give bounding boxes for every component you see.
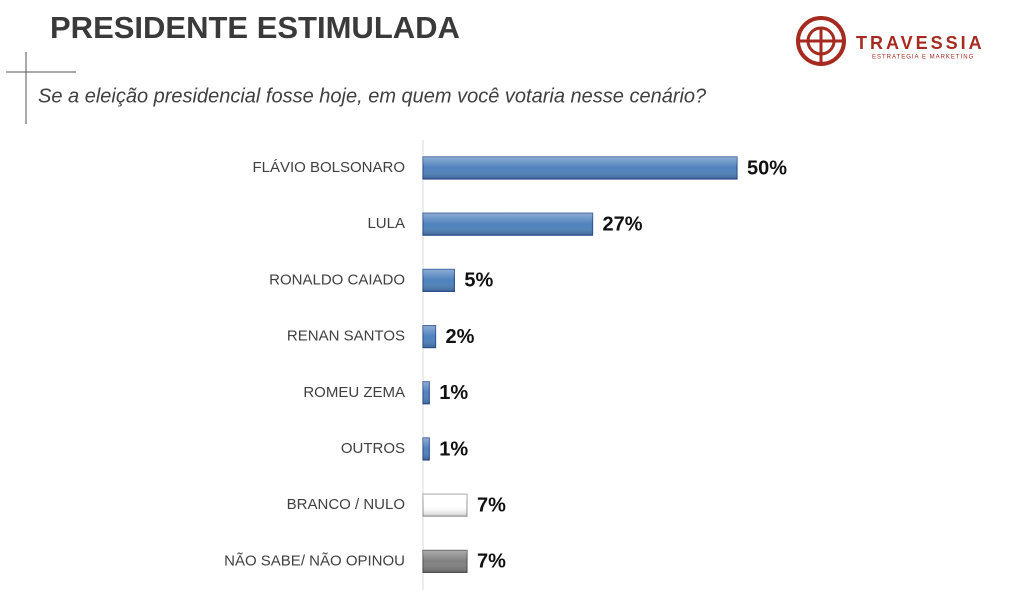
value-label: 1% (439, 438, 468, 460)
bars: FLÁVIO BOLSONARO 50% LULA 27% RONALDO CAIADO… (224, 156, 787, 574)
category-label: FLÁVIO BOLSONARO (252, 159, 405, 176)
category-label: BRANCO / NULO (287, 496, 405, 513)
logo: TRAVESSIA ESTRATEGIA E MARKETING (796, 16, 985, 66)
bar-shade (423, 157, 737, 179)
bar-shade (423, 550, 467, 573)
bar-shade (423, 269, 455, 292)
value-label: 2% (446, 326, 475, 348)
category-label: NÃO SABE/ NÃO OPINOU (224, 552, 405, 569)
value-label: 7% (477, 551, 506, 573)
bar-shade (423, 381, 430, 404)
category-label: RONALDO CAIADO (269, 271, 405, 288)
subtitle: Se a eleição presidencial fosse hoje, em… (38, 85, 707, 107)
category-label: RENAN SANTOS (287, 328, 405, 345)
value-label: 5% (464, 270, 493, 292)
value-label: 7% (477, 494, 506, 516)
title: PRESIDENTE ESTIMULADA (50, 10, 460, 45)
value-label: 1% (439, 382, 468, 404)
bar-shade (423, 325, 436, 348)
bar-shade (423, 494, 467, 517)
bar-shade (423, 213, 593, 236)
bar-shade (423, 438, 430, 460)
logo-tagline: ESTRATEGIA E MARKETING (872, 55, 974, 61)
logo-name: TRAVESSIA (856, 33, 985, 53)
category-label: ROMEU ZEMA (303, 384, 405, 401)
value-label: 27% (603, 213, 643, 235)
category-label: LULA (367, 215, 405, 232)
category-label: OUTROS (341, 440, 405, 457)
value-label: 50% (747, 157, 787, 179)
